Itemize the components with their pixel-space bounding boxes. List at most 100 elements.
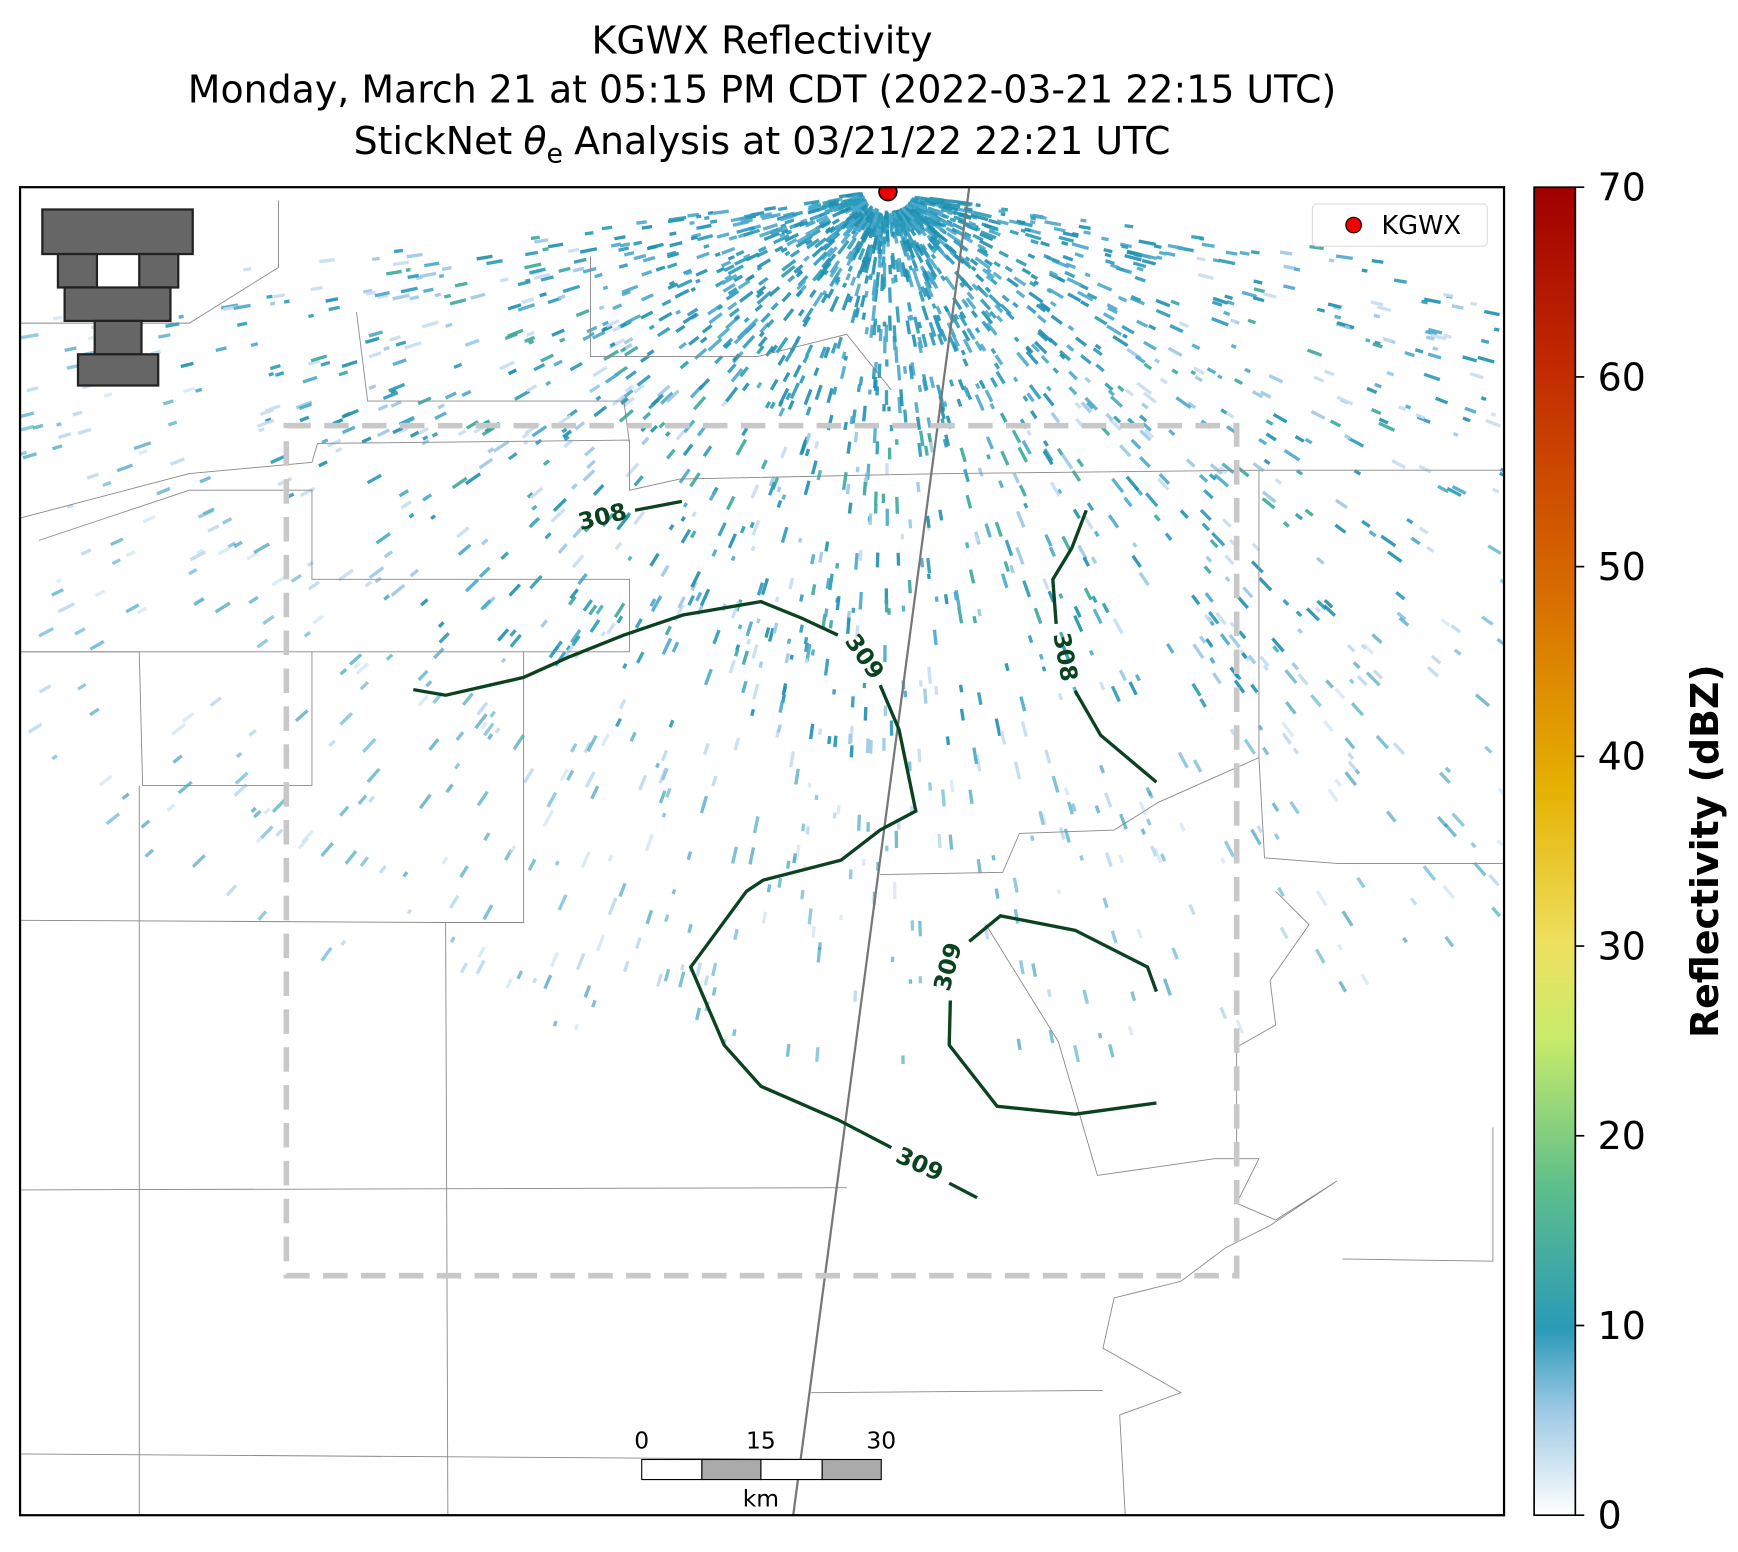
radar-echo (851, 230, 859, 240)
radar-echo (1061, 535, 1072, 552)
radar-echo (841, 222, 849, 230)
radar-echo (1012, 877, 1019, 893)
radar-echo (1484, 745, 1493, 754)
radar-echo (1239, 250, 1250, 256)
radar-echo (1140, 828, 1146, 836)
radar-echo (990, 347, 997, 355)
radar-echo (550, 952, 560, 968)
radar-echo (860, 230, 868, 241)
radar-echo (1205, 638, 1214, 648)
radar-echo (972, 615, 978, 624)
radar-echo (869, 213, 879, 230)
radar-echo (444, 391, 457, 400)
radar-echo (1062, 254, 1074, 262)
radar-echo (1104, 382, 1114, 391)
radar-echo (1037, 328, 1053, 343)
radar-echo (820, 292, 829, 304)
radar-echo (449, 936, 456, 943)
radar-echo (51, 588, 64, 597)
radar-echo (524, 335, 536, 344)
radar-echo (1092, 608, 1103, 625)
radar-echo (1018, 484, 1027, 497)
radar-echo (455, 731, 465, 741)
radar-echo (926, 225, 943, 239)
radar-echo (994, 354, 1004, 366)
radar-echo (935, 209, 944, 215)
radar-echo (298, 402, 312, 411)
radar-echo (1019, 696, 1027, 712)
radar-echo (1086, 502, 1095, 512)
radar-echo (437, 621, 445, 628)
radar-echo (1686, 402, 1691, 406)
radar-echo (235, 751, 243, 759)
title-line-1: KGWX Reflectivity (592, 19, 933, 63)
radar-echo (1585, 738, 1592, 744)
radar-echo (385, 269, 402, 276)
radar-echo (1024, 227, 1031, 233)
radar-echo (779, 214, 794, 222)
radar-echo (799, 624, 804, 633)
radar-echo (1009, 229, 1019, 236)
radar-echo (1732, 385, 1738, 392)
radar-echo (1139, 414, 1148, 423)
radar-echo (661, 299, 672, 307)
title-part: StickNet (354, 119, 513, 163)
radar-echo (958, 313, 968, 327)
radar-echo (1178, 321, 1189, 329)
radar-echo (905, 252, 911, 261)
radar-echo (869, 739, 873, 754)
radar-echo (901, 1055, 905, 1065)
radar-echo (904, 206, 914, 215)
radar-echo (1250, 560, 1264, 574)
radar-echo (618, 698, 627, 710)
radar-echo (932, 282, 939, 290)
radar-echo (625, 462, 640, 478)
radar-echo (1259, 655, 1270, 668)
radar-echo (931, 303, 937, 310)
radar-echo (588, 383, 601, 394)
radar-echo (1521, 889, 1528, 896)
radar-echo (805, 643, 812, 662)
radar-echo (702, 445, 713, 458)
radar-echo (1131, 554, 1142, 568)
radar-echo (963, 468, 970, 483)
scale-tick-label: 0 (634, 1426, 649, 1454)
radar-echo (755, 290, 765, 299)
radar-echo (1386, 370, 1395, 377)
radar-echo (755, 249, 769, 258)
radar-echo (1250, 683, 1259, 694)
radar-echo (894, 209, 903, 222)
radar-echo (823, 658, 830, 676)
radar-echo (321, 438, 329, 445)
radar-echo (423, 261, 440, 268)
radar-echo (248, 728, 257, 737)
radar-echo (949, 217, 957, 223)
radar-echo (600, 630, 607, 637)
radar-echo (1423, 372, 1441, 382)
radar-echo (125, 550, 136, 558)
radar-echo (711, 775, 718, 787)
radar-echo (821, 290, 828, 296)
radar-echo (603, 349, 620, 362)
radar-echo (789, 382, 800, 400)
colorbar-label: Reflectivity (dBZ) (1683, 664, 1727, 1038)
radar-echo (1157, 477, 1170, 491)
radar-echo (909, 243, 915, 249)
radar-echo (926, 557, 932, 574)
radar-echo (834, 276, 841, 284)
radar-echo (854, 283, 862, 297)
radar-echo (627, 555, 633, 562)
radar-echo (920, 245, 931, 259)
radar-echo (878, 215, 884, 226)
radar-echo (1193, 366, 1205, 376)
radar-echo (1211, 317, 1229, 327)
radar-echo (1490, 412, 1497, 417)
radar-echo (977, 467, 984, 477)
radar-echo (1013, 336, 1020, 343)
radar-echo (422, 493, 433, 502)
radar-echo (300, 829, 314, 844)
radar-echo (664, 914, 670, 923)
radar-echo (337, 568, 354, 582)
radar-echo (902, 240, 910, 253)
radar-echo (1372, 669, 1383, 680)
